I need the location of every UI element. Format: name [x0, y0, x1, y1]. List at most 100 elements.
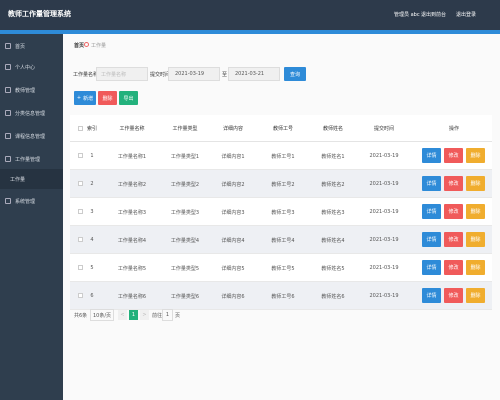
row-action[interactable]: 删除 — [466, 260, 485, 275]
sidebar-item[interactable]: 课程信息管理 — [5, 126, 63, 146]
input[interactable]: 工作量名称 — [96, 67, 148, 81]
row-action[interactable]: 详情 — [422, 148, 441, 163]
toolbar-button[interactable]: 导出 — [119, 91, 138, 105]
table-row — [70, 254, 492, 282]
sidebar-subitem[interactable]: 工作量 — [10, 176, 26, 183]
date-input[interactable]: 2021-03-19 — [168, 67, 220, 81]
checkbox[interactable] — [78, 209, 83, 214]
label: 工作量名称 — [73, 71, 99, 78]
search-button[interactable]: 查询 — [284, 67, 306, 81]
row-action[interactable]: 详情 — [422, 260, 441, 275]
cell: 工作量名称1 — [117, 153, 147, 160]
row-action[interactable]: 修改 — [444, 176, 463, 191]
cell: 教师姓名2 — [321, 181, 345, 188]
prev[interactable]: < — [118, 310, 127, 320]
top-bar — [0, 0, 500, 30]
cell: 教师姓名5 — [321, 265, 345, 272]
cell: 详细内容1 — [221, 153, 245, 160]
cell: 详细内容4 — [221, 237, 245, 244]
top-stripe — [0, 30, 500, 34]
row-action[interactable]: 删除 — [466, 232, 485, 247]
sidebar-item[interactable]: 工作量管理 — [5, 149, 63, 169]
row-action[interactable]: 详情 — [422, 288, 441, 303]
cell: 2021-03-19 — [369, 293, 399, 299]
cell: 工作量类型2 — [170, 181, 200, 188]
cell: 2 — [90, 181, 94, 187]
table-row — [70, 198, 492, 226]
cell: 详细内容5 — [221, 265, 245, 272]
cell: 2021-03-19 — [369, 181, 399, 187]
date-input[interactable]: 2021-03-21 — [228, 67, 280, 81]
page-unit: 页 — [175, 312, 181, 319]
column-header: 操作 — [448, 126, 459, 132]
breadcrumb-sep — [84, 42, 89, 47]
checkbox[interactable] — [78, 181, 83, 186]
row-action[interactable]: 删除 — [466, 148, 485, 163]
table-row — [70, 282, 492, 310]
cell: 详细内容3 — [221, 209, 245, 216]
cell: 3 — [90, 209, 94, 215]
sidebar-active — [0, 169, 63, 189]
toolbar-button[interactable]: 删除 — [98, 91, 117, 105]
checkbox[interactable] — [78, 265, 83, 270]
label: 至 — [222, 71, 228, 78]
page-size[interactable]: 10条/页 — [90, 309, 114, 321]
checkbox[interactable] — [78, 237, 83, 242]
header-link[interactable]: 退出登录 — [456, 11, 477, 18]
cell: 教师工号3 — [271, 209, 295, 216]
cell: 工作量名称3 — [117, 209, 147, 216]
column-header: 详细内容 — [222, 126, 243, 132]
goto-label: 前往 — [152, 312, 163, 319]
header-link[interactable]: 退出到前台 — [421, 11, 447, 18]
sidebar-item[interactable]: 首页 — [5, 36, 63, 56]
current-page[interactable]: 1 — [129, 310, 138, 320]
table-row — [70, 226, 492, 254]
row-action[interactable]: 删除 — [466, 288, 485, 303]
app-title: 教师工作量管理系统 — [8, 10, 71, 18]
column-header: 提交时间 — [373, 126, 394, 132]
checkbox[interactable] — [78, 126, 83, 131]
row-action[interactable]: 详情 — [422, 176, 441, 191]
row-action[interactable]: 修改 — [444, 204, 463, 219]
table-row — [70, 170, 492, 198]
cell: 详细内容2 — [221, 181, 245, 188]
row-action[interactable]: 详情 — [422, 232, 441, 247]
checkbox[interactable] — [78, 293, 83, 298]
table-row — [70, 142, 492, 170]
sidebar-item[interactable]: 系统管理 — [5, 191, 63, 211]
cell: 教师姓名6 — [321, 293, 345, 300]
next[interactable]: > — [140, 310, 149, 320]
label: 提交时间 — [150, 71, 171, 78]
goto-input[interactable]: 1 — [162, 309, 173, 321]
row-action[interactable]: 修改 — [444, 148, 463, 163]
cell: 教师工号1 — [271, 153, 295, 160]
cell: 工作量类型6 — [170, 293, 200, 300]
row-action[interactable]: 修改 — [444, 288, 463, 303]
cell: 教师姓名3 — [321, 209, 345, 216]
breadcrumb[interactable]: 首页 — [74, 42, 85, 49]
row-action[interactable]: 删除 — [466, 176, 485, 191]
cell: 教师工号4 — [271, 237, 295, 244]
sidebar-item[interactable]: 个人中心 — [5, 57, 63, 77]
cell: 教师姓名4 — [321, 237, 345, 244]
cell: 工作量类型5 — [170, 265, 200, 272]
sidebar-item[interactable]: 教师管理 — [5, 80, 63, 100]
cell: 教师工号6 — [271, 293, 295, 300]
cell: 教师姓名1 — [321, 153, 345, 160]
toolbar-button[interactable]: 新增 — [74, 91, 96, 105]
column-header: 索引 — [87, 126, 98, 132]
cell: 工作量名称6 — [117, 293, 147, 300]
cell: 工作量名称5 — [117, 265, 147, 272]
table-header — [70, 115, 492, 142]
row-action[interactable]: 删除 — [466, 204, 485, 219]
row-action[interactable]: 修改 — [444, 232, 463, 247]
sidebar-item[interactable]: 分类信息管理 — [5, 103, 63, 123]
cell: 5 — [90, 265, 94, 271]
cell: 工作量名称2 — [117, 181, 147, 188]
row-action[interactable]: 修改 — [444, 260, 463, 275]
total: 共6条 — [74, 312, 88, 319]
row-action[interactable]: 详情 — [422, 204, 441, 219]
checkbox[interactable] — [78, 153, 83, 158]
cell: 1 — [90, 153, 94, 159]
